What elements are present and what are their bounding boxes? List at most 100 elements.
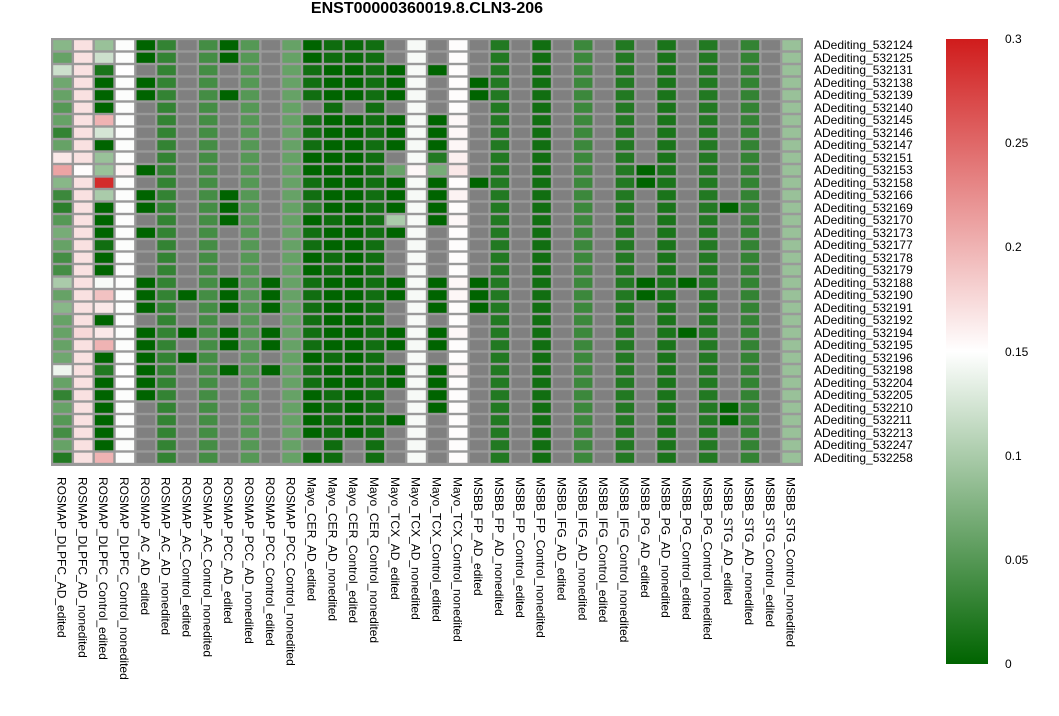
- heatmap-cell: [490, 127, 510, 138]
- heatmap-cell: [386, 52, 405, 63]
- heatmap-cell: [574, 340, 593, 351]
- heatmap-cell: [115, 127, 135, 138]
- heatmap-cell: [511, 202, 530, 213]
- heatmap-cell: [782, 427, 801, 438]
- heatmap-cell: [94, 415, 114, 426]
- heatmap-cell: [532, 390, 551, 401]
- heatmap-cell: [282, 215, 301, 226]
- heatmap-cell: [386, 152, 405, 163]
- heatmap-cell: [428, 302, 447, 313]
- heatmap-cell: [699, 290, 718, 301]
- heatmap-cell: [94, 440, 114, 451]
- column-label: MSBB_PG_Control_nonedited: [700, 477, 715, 640]
- heatmap-cell: [386, 140, 405, 151]
- heatmap-cell: [219, 190, 239, 201]
- heatmap-cell: [303, 227, 322, 238]
- heatmap-cell: [303, 277, 322, 288]
- heatmap-cell: [303, 377, 322, 388]
- heatmap-cell: [615, 102, 635, 113]
- heatmap-cell: [532, 415, 551, 426]
- heatmap-cell: [594, 52, 614, 63]
- heatmap-cell: [407, 265, 426, 276]
- heatmap-cell: [261, 165, 280, 176]
- heatmap-cell: [136, 40, 155, 51]
- column-label: MSBB_IFG_Control_nonedited: [616, 477, 631, 643]
- heatmap-cell: [511, 127, 530, 138]
- heatmap-cell: [407, 365, 426, 376]
- heatmap-cell: [219, 177, 239, 188]
- heatmap-cell: [740, 65, 760, 76]
- heatmap-cell: [282, 340, 301, 351]
- heatmap-cell: [782, 227, 801, 238]
- heatmap-cell: [553, 315, 572, 326]
- heatmap-cell: [574, 77, 593, 88]
- heatmap-cell: [469, 302, 489, 313]
- row-label: ADediting_532258: [814, 450, 913, 465]
- heatmap-cell: [594, 315, 614, 326]
- heatmap-cell: [615, 152, 635, 163]
- heatmap-cell: [699, 402, 718, 413]
- heatmap-cell: [303, 152, 322, 163]
- heatmap-cell: [199, 202, 218, 213]
- heatmap-cell: [615, 277, 635, 288]
- row-label: ADediting_532247: [814, 438, 913, 452]
- heatmap-cell: [282, 227, 301, 238]
- heatmap-cell: [240, 115, 260, 126]
- heatmap-cell: [761, 277, 780, 288]
- heatmap-cell: [219, 127, 239, 138]
- heatmap-cell: [282, 352, 301, 363]
- heatmap-cell: [94, 352, 114, 363]
- heatmap-cell: [219, 102, 239, 113]
- heatmap-cell: [74, 152, 93, 163]
- heatmap-cell: [157, 127, 176, 138]
- row-label: ADediting_532195: [814, 338, 913, 352]
- heatmap-cell: [469, 152, 489, 163]
- heatmap-cell: [449, 115, 468, 126]
- heatmap-cell: [594, 90, 614, 101]
- heatmap-cell: [532, 190, 551, 201]
- heatmap-cell: [115, 377, 135, 388]
- heatmap-cell: [261, 127, 280, 138]
- heatmap-cell: [469, 290, 489, 301]
- heatmap-cell: [53, 252, 72, 263]
- heatmap-cell: [282, 115, 301, 126]
- row-label: ADediting_532211: [814, 413, 912, 427]
- heatmap-cell: [761, 90, 780, 101]
- heatmap-cell: [157, 140, 176, 151]
- heatmap-cell: [761, 302, 780, 313]
- row-label: ADediting_532179: [814, 263, 913, 277]
- heatmap-cell: [386, 427, 405, 438]
- heatmap-cell: [178, 452, 197, 463]
- heatmap-cell: [240, 215, 260, 226]
- heatmap-cell: [94, 165, 114, 176]
- heatmap-cell: [115, 240, 135, 251]
- heatmap-cell: [219, 165, 239, 176]
- heatmap-cell: [94, 152, 114, 163]
- heatmap-cell: [115, 252, 135, 263]
- heatmap-cell: [511, 65, 530, 76]
- heatmap-cell: [53, 290, 72, 301]
- heatmap-cell: [324, 115, 343, 126]
- heatmap-cell: [782, 340, 801, 351]
- heatmap-cell: [219, 265, 239, 276]
- heatmap-cell: [136, 390, 155, 401]
- heatmap-cell: [532, 440, 551, 451]
- heatmap-cell: [94, 390, 114, 401]
- heatmap-cell: [344, 140, 364, 151]
- heatmap-cell: [678, 277, 697, 288]
- heatmap-cell: [94, 277, 114, 288]
- heatmap-cell: [490, 415, 510, 426]
- heatmap-cell: [344, 327, 364, 338]
- heatmap-cell: [157, 215, 176, 226]
- heatmap-cell: [740, 290, 760, 301]
- heatmap-cell: [261, 377, 280, 388]
- heatmap-cell: [261, 340, 280, 351]
- column-label: ROSMAP_PCC_AD_nonedited: [241, 477, 256, 644]
- heatmap-cell: [53, 90, 72, 101]
- heatmap-cell: [678, 302, 697, 313]
- heatmap-cell: [532, 202, 551, 213]
- heatmap-cell: [636, 365, 655, 376]
- heatmap-cell: [657, 452, 676, 463]
- heatmap-cell: [699, 140, 718, 151]
- heatmap-cell: [219, 252, 239, 263]
